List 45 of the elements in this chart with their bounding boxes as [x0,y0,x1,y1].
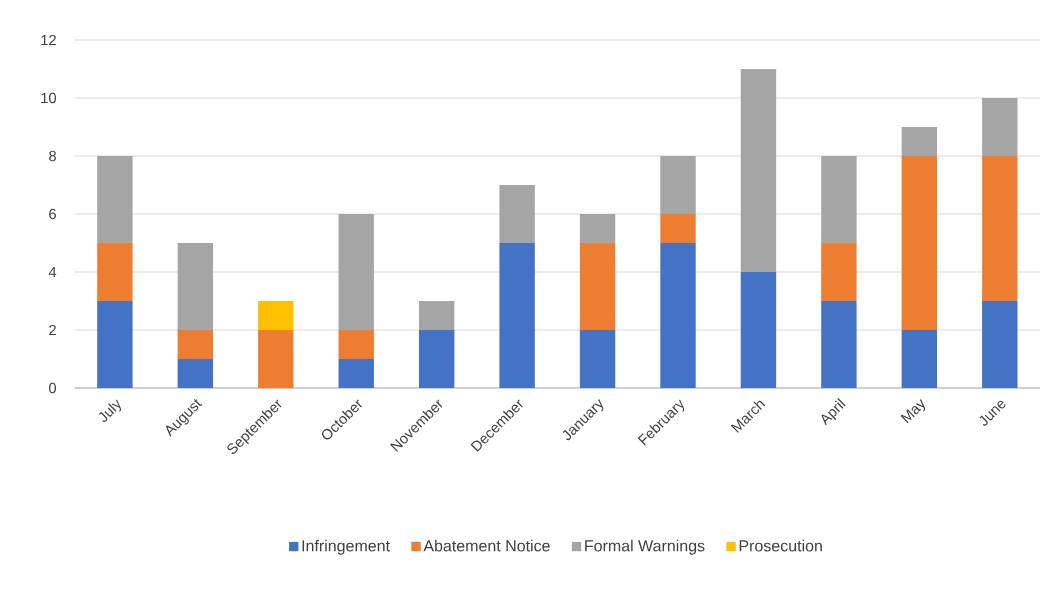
bar [97,156,133,243]
y-tick-label: 2 [49,324,56,336]
x-tick-label: July [98,399,122,423]
bar [338,214,374,330]
bar [982,301,1018,388]
bar [821,301,857,388]
bar [177,243,214,330]
bar [901,127,938,156]
bar [338,330,374,359]
bar [821,243,857,301]
y-tick-label: 12 [41,34,56,46]
bar [982,156,1018,301]
bar [579,214,616,243]
y-tick-label: 0 [49,382,57,394]
y-tick-label: 10 [41,92,57,104]
y-tick-label: 8 [49,150,56,162]
bar [740,272,777,388]
bar [258,301,294,330]
bar [579,243,616,330]
bar [418,330,455,388]
bar [660,243,696,388]
y-tick-label: 6 [49,208,56,220]
bar [579,330,616,388]
legend-label: Infringement [302,539,390,555]
bar [821,156,857,243]
bar [982,98,1018,156]
bar [258,330,294,388]
bar [499,185,535,243]
bar [177,359,214,388]
bar [660,156,696,214]
bar [97,301,133,388]
legend-label: Abatement Notice [423,539,550,552]
bar [338,359,374,388]
bar [740,69,777,272]
bar [901,330,938,388]
legend-label: Formal Warnings [585,539,705,555]
x-tick-label: May [900,399,926,424]
legend-label: Prosecution [739,539,822,552]
bar [97,243,133,301]
bar [901,156,938,330]
bar [418,301,455,330]
bar [177,330,214,359]
bar [499,243,535,388]
bar [660,214,696,243]
y-tick-label: 4 [48,266,57,278]
